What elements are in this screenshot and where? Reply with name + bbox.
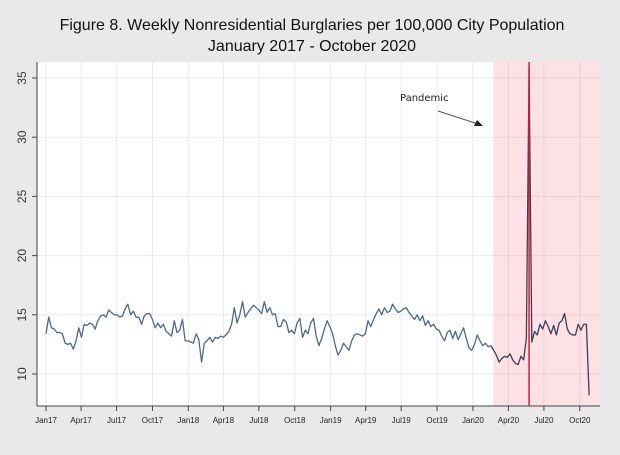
x-tick-label: Apr17 xyxy=(70,416,92,425)
x-tick-label: Jul19 xyxy=(392,416,412,425)
annotation-pandemic: Pandemic xyxy=(400,93,449,104)
x-tick-label: Apr20 xyxy=(498,416,520,425)
gridlines xyxy=(37,62,600,406)
x-tick-label: Oct20 xyxy=(569,416,591,425)
pandemic-shaded-region xyxy=(493,62,600,406)
series-line xyxy=(45,66,590,396)
y-tick-label: 30 xyxy=(15,130,29,144)
y-ticks: 10 15 20 25 30 35 xyxy=(15,71,37,381)
annotation-arrow xyxy=(437,110,483,126)
y-tick-label: 35 xyxy=(15,71,29,85)
x-tick-label: Jul20 xyxy=(534,416,554,425)
x-tick-label: Oct17 xyxy=(142,416,164,425)
chart-subtitle: January 2017 - October 2020 xyxy=(208,38,416,55)
x-ticks: Jan17 Apr17 Jul17 Oct17 Jan18 Apr18 Jul18 Oct18… xyxy=(35,406,591,425)
x-tick-label: Jan20 xyxy=(462,416,484,425)
x-tick-label: Oct19 xyxy=(426,416,448,425)
series-line-pandemic xyxy=(490,66,590,396)
y-tick-label: 15 xyxy=(15,308,29,322)
x-tick-label: Jan19 xyxy=(320,416,342,425)
x-tick-label: Jul18 xyxy=(249,416,269,425)
x-tick-label: Apr19 xyxy=(355,416,377,425)
gridlines-over-shade xyxy=(493,62,600,406)
chart-title: Figure 8. Weekly Nonresidential Burglari… xyxy=(60,17,565,34)
series-line-pre-pandemic xyxy=(45,301,492,363)
x-tick-label: Jan18 xyxy=(177,416,199,425)
y-tick-label: 25 xyxy=(15,189,29,203)
y-tick-label: 20 xyxy=(15,249,29,263)
y-tick-label: 10 xyxy=(15,367,29,381)
x-tick-label: Jan17 xyxy=(35,416,57,425)
x-tick-label: Apr18 xyxy=(213,416,235,425)
x-tick-label: Oct18 xyxy=(284,416,306,425)
x-tick-label: Jul17 xyxy=(107,416,127,425)
